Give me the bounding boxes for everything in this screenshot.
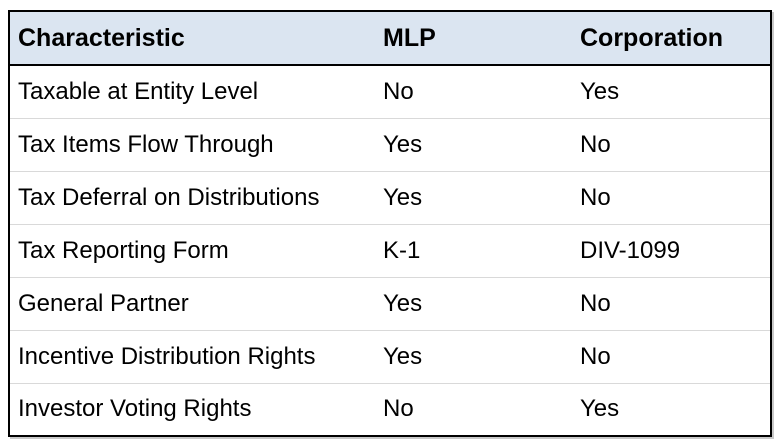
cell-corporation: No [580, 289, 611, 317]
cell-characteristic: Tax Items Flow Through [18, 130, 274, 158]
cell-characteristic: General Partner [18, 289, 189, 317]
table-row: Tax Reporting Form K-1 DIV-1099 [9, 224, 771, 277]
table-row: Incentive Distribution Rights Yes No [9, 330, 771, 383]
table-header: Characteristic MLP Corporation [9, 11, 771, 66]
cell-corporation: DIV-1099 [580, 236, 681, 264]
table-row: Taxable at Entity Level No Yes [9, 65, 771, 118]
cell-mlp: Yes [383, 130, 423, 158]
header-mlp: MLP [383, 11, 580, 66]
cell-corporation: No [580, 130, 611, 158]
header-corporation: Corporation [580, 11, 771, 66]
cell-mlp: Yes [383, 289, 423, 317]
cell-corporation: No [580, 342, 611, 370]
table-row: General Partner Yes No [9, 277, 771, 330]
comparison-table-container: Characteristic MLP Corporation Taxable a… [8, 10, 772, 437]
cell-corporation: Yes [580, 395, 620, 423]
mlp-vs-corporation-table: Characteristic MLP Corporation Taxable a… [8, 10, 772, 437]
cell-mlp: No [383, 77, 414, 105]
table-row: Tax Items Flow Through Yes No [9, 118, 771, 171]
cell-characteristic: Tax Deferral on Distributions [18, 183, 320, 211]
cell-characteristic: Investor Voting Rights [18, 395, 252, 423]
cell-characteristic: Tax Reporting Form [18, 236, 229, 264]
table-body: Taxable at Entity Level No Yes Tax Items… [9, 65, 771, 436]
cell-corporation: Yes [580, 77, 620, 105]
table-row: Investor Voting Rights No Yes [9, 383, 771, 436]
header-characteristic: Characteristic [9, 11, 383, 66]
cell-characteristic: Incentive Distribution Rights [18, 342, 316, 370]
cell-mlp: No [383, 395, 414, 423]
table-row: Tax Deferral on Distributions Yes No [9, 171, 771, 224]
cell-mlp: Yes [383, 342, 423, 370]
cell-mlp: Yes [383, 183, 423, 211]
cell-mlp: K-1 [383, 236, 421, 264]
cell-corporation: No [580, 183, 611, 211]
cell-characteristic: Taxable at Entity Level [18, 77, 259, 105]
header-row: Characteristic MLP Corporation [9, 11, 771, 66]
